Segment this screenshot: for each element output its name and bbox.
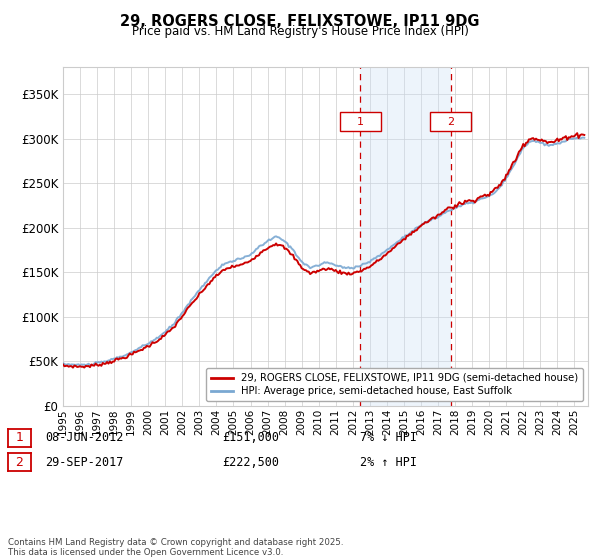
Text: 1: 1 — [357, 116, 364, 127]
Text: £151,000: £151,000 — [222, 431, 279, 445]
Text: Contains HM Land Registry data © Crown copyright and database right 2025.
This d: Contains HM Land Registry data © Crown c… — [8, 538, 343, 557]
Text: 2: 2 — [15, 455, 23, 469]
Text: 08-JUN-2012: 08-JUN-2012 — [45, 431, 124, 445]
Text: 29-SEP-2017: 29-SEP-2017 — [45, 455, 124, 469]
Legend: 29, ROGERS CLOSE, FELIXSTOWE, IP11 9DG (semi-detached house), HPI: Average price: 29, ROGERS CLOSE, FELIXSTOWE, IP11 9DG (… — [206, 368, 583, 401]
Text: £222,500: £222,500 — [222, 455, 279, 469]
Text: 1: 1 — [15, 431, 23, 445]
Text: 2: 2 — [447, 116, 454, 127]
Text: 2% ↑ HPI: 2% ↑ HPI — [360, 455, 417, 469]
Bar — [340, 112, 381, 132]
Text: Price paid vs. HM Land Registry's House Price Index (HPI): Price paid vs. HM Land Registry's House … — [131, 25, 469, 38]
Text: 29, ROGERS CLOSE, FELIXSTOWE, IP11 9DG: 29, ROGERS CLOSE, FELIXSTOWE, IP11 9DG — [120, 14, 480, 29]
Text: 7% ↓ HPI: 7% ↓ HPI — [360, 431, 417, 445]
Bar — [360, 67, 451, 406]
Bar — [430, 112, 471, 132]
